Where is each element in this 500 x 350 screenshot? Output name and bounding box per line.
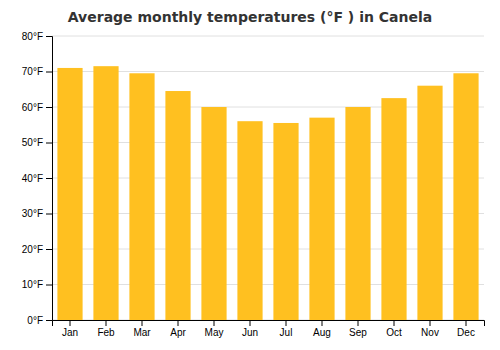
- y-tick-label: 20°F: [22, 244, 43, 255]
- plot-area: 0°F 10°F 20°F 30°F 40°F 50°F 60°F 70°F 80°F Jan Fe…: [22, 31, 485, 338]
- y-tick-label: 0°F: [27, 315, 43, 326]
- x-tick-mark: [142, 320, 143, 326]
- y-tick-label: 10°F: [22, 279, 43, 290]
- x-tick-mark: [250, 320, 251, 326]
- bar: [381, 98, 406, 320]
- x-tick-mark: [466, 320, 467, 326]
- y-tick-mark: [46, 143, 52, 144]
- x-tick-label: Mar: [133, 327, 151, 338]
- x-tick-label: Dec: [457, 327, 475, 338]
- x-tick-mark: [70, 320, 71, 326]
- y-tick-label: 50°F: [22, 137, 43, 148]
- x-tick: Jul: [280, 320, 293, 338]
- y-tick-mark: [46, 214, 52, 215]
- x-tick: Mar: [133, 320, 151, 338]
- y-tick-mark: [46, 107, 52, 108]
- x-tick-label: Jun: [242, 327, 258, 338]
- x-tick: Nov: [421, 320, 439, 338]
- x-tick: Feb: [97, 320, 115, 338]
- bar: [273, 123, 298, 320]
- x-tick: Jan: [62, 320, 78, 338]
- x-tick-mark: [394, 320, 395, 326]
- chart: 0°F 10°F 20°F 30°F 40°F 50°F 60°F 70°F 80°F Jan Fe…: [0, 0, 500, 350]
- y-tick-mark: [46, 285, 52, 286]
- y-tick: 10°F: [22, 279, 52, 290]
- y-tick: 60°F: [22, 102, 52, 113]
- x-axis-line: [53, 321, 485, 327]
- bar: [165, 91, 190, 320]
- grid: [52, 36, 484, 320]
- x-tick-label: Jul: [280, 327, 293, 338]
- x-tick: Dec: [457, 320, 475, 338]
- y-tick-label: 30°F: [22, 208, 43, 219]
- y-tick: 70°F: [22, 66, 52, 77]
- bar: [345, 107, 370, 320]
- y-tick-mark: [46, 320, 52, 321]
- y-axis-line: [46, 37, 53, 321]
- x-tick-label: May: [205, 327, 224, 338]
- y-tick: 80°F: [22, 31, 52, 42]
- grid-line: [52, 36, 484, 37]
- x-tick-label: Apr: [170, 327, 186, 338]
- y-tick-mark: [46, 249, 52, 250]
- y-tick: 30°F: [22, 208, 52, 219]
- bars: [57, 66, 478, 320]
- y-axis: 0°F 10°F 20°F 30°F 40°F 50°F 60°F 70°F 80°F: [22, 31, 53, 326]
- bar: [417, 86, 442, 320]
- x-tick: Apr: [170, 320, 186, 338]
- y-tick-mark: [46, 178, 52, 179]
- x-tick-label: Oct: [386, 327, 402, 338]
- x-tick-mark: [178, 320, 179, 326]
- x-tick-mark: [106, 320, 107, 326]
- x-tick-mark: [358, 320, 359, 326]
- x-tick-label: Feb: [97, 327, 115, 338]
- bar: [309, 118, 334, 320]
- y-tick: 50°F: [22, 137, 52, 148]
- x-tick: Sep: [349, 320, 367, 338]
- title: Average monthly temperatures (°F ) in Ca…: [68, 9, 432, 25]
- x-tick: Aug: [313, 320, 331, 338]
- y-tick-mark: [46, 36, 52, 37]
- x-tick: Oct: [386, 320, 402, 338]
- x-tick-mark: [214, 320, 215, 326]
- bar: [237, 121, 262, 320]
- x-tick: Jun: [242, 320, 258, 338]
- y-tick-label: 40°F: [22, 173, 43, 184]
- x-tick-mark: [286, 320, 287, 326]
- x-tick-label: Jan: [62, 327, 78, 338]
- x-tick: May: [205, 320, 224, 338]
- bar: [57, 68, 82, 320]
- bar: [201, 107, 226, 320]
- x-tick-mark: [322, 320, 323, 326]
- x-tick-label: Nov: [421, 327, 439, 338]
- y-tick-label: 60°F: [22, 102, 43, 113]
- x-tick-mark: [430, 320, 431, 326]
- y-tick-mark: [46, 72, 52, 73]
- y-tick: 20°F: [22, 244, 52, 255]
- x-tick-label: Aug: [313, 327, 331, 338]
- bar: [93, 66, 118, 320]
- y-tick: 40°F: [22, 173, 52, 184]
- y-tick-label: 70°F: [22, 66, 43, 77]
- y-tick: 0°F: [27, 315, 52, 326]
- y-tick-label: 80°F: [22, 31, 43, 42]
- bar: [453, 73, 478, 320]
- x-axis: Jan Feb Mar Apr May Jun Jul Aug Sep Oct Nov Dec: [53, 320, 485, 338]
- x-tick-label: Sep: [349, 327, 367, 338]
- bar: [129, 73, 154, 320]
